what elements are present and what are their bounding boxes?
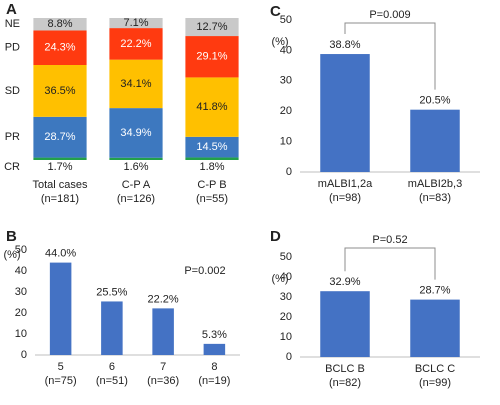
panel-label: D [270, 228, 281, 245]
x-tick-label: 7 (n=36) [147, 361, 179, 387]
annotation: P=0.002 [184, 265, 225, 277]
value-label: 44.0% [45, 248, 76, 260]
x-tick-label: 6 (n=51) [96, 361, 128, 387]
y-tick-label: 50 [15, 244, 27, 256]
y-axis-label: (%) [271, 36, 288, 48]
value-label: 12.7% [196, 21, 227, 33]
bar [410, 109, 460, 172]
bar-segment [185, 136, 239, 158]
value-label: 29.1% [196, 51, 227, 63]
bar-segment [109, 157, 163, 160]
bar-segment [33, 157, 87, 160]
x-tick-label: 5 (n=75) [45, 361, 77, 387]
x-tick-label: 8 (n=19) [198, 361, 230, 387]
value-label: 22.2% [148, 293, 179, 305]
value-label: 20.5% [419, 95, 450, 107]
x-tick-label: mALBI2b,3 (n=83) [408, 178, 462, 204]
bar-segment [109, 108, 163, 158]
bar-segment [33, 30, 87, 66]
legend-label: CR [4, 161, 20, 173]
x-tick-label: C-P A (n=126) [117, 179, 155, 205]
bar [101, 301, 123, 355]
panel-label: B [6, 228, 17, 245]
y-tick-label: 10 [280, 136, 292, 148]
y-tick-label: 30 [15, 286, 27, 298]
x-tick-label: mALBI1,2a (n=98) [318, 178, 373, 204]
y-tick-label: 40 [15, 265, 27, 277]
bar-segment [33, 116, 87, 158]
value-label: 25.5% [96, 286, 127, 298]
value-label: 24.3% [44, 42, 75, 54]
y-tick-label: 50 [280, 251, 292, 263]
panel-label: A [6, 1, 17, 18]
value-label: 36.5% [44, 85, 75, 97]
x-tick-label: C-P B (n=55) [196, 179, 228, 205]
x-tick-label: BCLC C (n=99) [415, 363, 455, 389]
y-tick-label: 0 [21, 349, 27, 361]
bar [49, 262, 72, 355]
bar [320, 291, 370, 357]
value-label: 8.8% [47, 18, 72, 30]
y-tick-label: 50 [280, 14, 292, 26]
bar-segment [33, 18, 87, 31]
legend-label: NE [5, 18, 20, 30]
bar-segment [109, 59, 163, 109]
bar [203, 343, 226, 355]
y-tick-label: 20 [280, 311, 292, 323]
value-label: 1.8% [199, 161, 224, 173]
bar-segment [185, 157, 239, 160]
bar-segment [109, 18, 163, 29]
value-label: 41.8% [196, 101, 227, 113]
value-label: 14.5% [196, 141, 227, 153]
bracket [344, 22, 436, 90]
value-label: 1.6% [123, 161, 148, 173]
y-tick-label: 0 [286, 351, 292, 363]
y-axis-label: (%) [271, 273, 288, 285]
panel-label: C [270, 3, 281, 20]
bar-segment [109, 28, 163, 60]
y-tick-label: 10 [15, 328, 27, 340]
x-tick-label: Total cases (n=181) [32, 179, 88, 205]
annotation: P=0.52 [372, 234, 407, 246]
value-label: 5.3% [202, 329, 227, 341]
legend-label: PD [5, 42, 20, 54]
y-tick-label: 30 [280, 75, 292, 87]
y-axis-label: (%) [3, 249, 20, 261]
value-label: 34.9% [120, 127, 151, 139]
x-tick-label: BCLC B (n=82) [325, 363, 365, 389]
value-label: 1.7% [47, 161, 72, 173]
bar-segment [185, 36, 239, 78]
y-tick-label: 0 [286, 166, 292, 178]
bracket [344, 247, 436, 280]
y-tick-label: 20 [280, 105, 292, 117]
legend-label: SD [5, 85, 20, 97]
value-label: 38.8% [329, 39, 360, 51]
bar [410, 299, 460, 357]
value-label: 7.1% [123, 17, 148, 29]
value-label: 22.2% [120, 38, 151, 50]
bar-segment [185, 77, 239, 137]
bar-segment [33, 65, 87, 117]
annotation: P=0.009 [369, 9, 410, 21]
y-tick-label: 40 [280, 44, 292, 56]
y-tick-label: 40 [280, 271, 292, 283]
value-label: 28.7% [44, 131, 75, 143]
value-label: 34.1% [120, 78, 151, 90]
y-tick-label: 30 [280, 291, 292, 303]
bar [320, 54, 370, 172]
bar-segment [185, 18, 239, 37]
value-label: 32.9% [329, 276, 360, 288]
value-label: 28.7% [419, 285, 450, 297]
bar [152, 308, 174, 355]
y-tick-label: 20 [15, 307, 27, 319]
y-tick-label: 10 [280, 331, 292, 343]
legend-label: PR [5, 131, 20, 143]
